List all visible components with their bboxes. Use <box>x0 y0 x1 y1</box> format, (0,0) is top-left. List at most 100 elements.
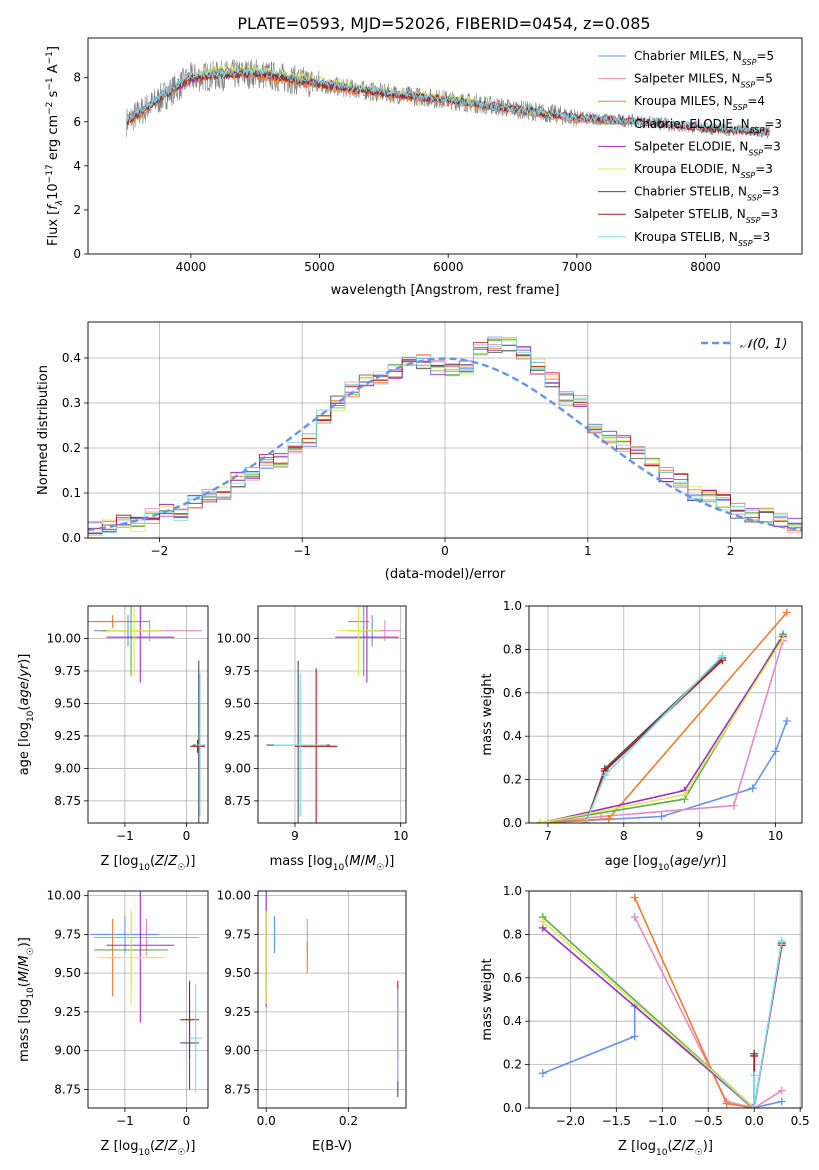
plus-marker <box>718 651 727 660</box>
axis-label-part: age <box>17 681 32 705</box>
plot-area <box>88 336 802 536</box>
axis-label-part: 10 <box>138 863 150 873</box>
plot-area <box>538 893 786 1108</box>
legend-subscript: SSP <box>750 125 765 134</box>
plot-area <box>88 606 205 823</box>
axis-label-part: −1 <box>45 51 55 64</box>
y-tick-label: 10.00 <box>217 631 251 645</box>
plus-marker <box>538 1069 547 1078</box>
y-tick-label: 9.00 <box>54 761 81 775</box>
y-tick-label: 0.4 <box>62 351 81 365</box>
axis-label-part: 10 <box>26 710 36 722</box>
axis-label-part: )] <box>716 854 726 869</box>
axis-label: E(B-V) <box>312 1139 352 1154</box>
axes: −1 0 8.75 9.00 9.25 9.50 9.75 10.00 <box>47 889 191 1128</box>
axis-label-part: )] <box>17 937 32 947</box>
y-tick-label: 4 <box>73 159 81 173</box>
weight-line-salpeter_miles <box>540 640 784 823</box>
axis-label-part: age [log <box>605 854 658 869</box>
legend-text: =3 <box>755 162 773 176</box>
axis-label-part: yr <box>17 662 32 678</box>
x-tick-label: 10 <box>393 829 408 843</box>
weight-line-kroupa_elodie <box>542 920 755 1108</box>
y-tick-label: 0.6 <box>503 971 522 985</box>
figure-title: PLATE=0593, MJD=52026, FIBERID=0454, z=0… <box>237 14 650 33</box>
axis-label-part: 10 <box>333 863 345 873</box>
legend-subscript: SSP <box>741 171 756 180</box>
axis-label-part: / <box>361 854 366 869</box>
axis-label-part: 10 <box>138 1148 150 1158</box>
legend-subscript: SSP <box>748 148 763 157</box>
y-tick-label: 0.8 <box>503 642 522 656</box>
x-tick-label: 6000 <box>433 260 464 274</box>
y-tick-label: 9.50 <box>224 966 251 980</box>
plus-marker <box>722 1099 731 1108</box>
axis-label-part: / <box>17 676 32 681</box>
y-tick-label: 9.25 <box>224 1005 251 1019</box>
y-tick-label: 0.1 <box>62 486 81 500</box>
axis-label-part: M <box>365 854 376 869</box>
axes-frame <box>87 890 209 1109</box>
x-tick-label: −1 <box>116 829 134 843</box>
x-tick-label: 0.0 <box>257 1114 276 1128</box>
series-kroupa_stelib <box>126 66 770 137</box>
axis-label: age [log10(age/yr)] <box>605 854 727 873</box>
axis-label-part: ( <box>667 1139 672 1154</box>
x-tick-label: 9 <box>291 829 299 843</box>
y-tick-label: 0.0 <box>62 531 81 545</box>
y-tick-label: 8.75 <box>224 794 251 808</box>
plus-marker <box>657 812 666 821</box>
x-tick-label: 0 <box>441 544 449 558</box>
axis-label: age [log10(age/yr)] <box>17 654 36 776</box>
plus-marker <box>630 913 639 922</box>
x-tick-label: 0.2 <box>339 1114 358 1128</box>
weight-line-salpeter_elodie <box>542 927 755 1108</box>
x-tick-label: 4000 <box>176 260 207 274</box>
axis-label-part: Z [log <box>101 854 139 869</box>
y-tick-label: 9.75 <box>54 664 81 678</box>
axis-label-part: age <box>674 854 698 869</box>
y-tick-label: 0 <box>73 247 81 261</box>
legend-text: Kroupa STELIB, N <box>634 230 738 244</box>
plus-marker <box>729 801 738 810</box>
legend-subscript: SSP <box>742 58 757 67</box>
weight-line-salpeter_elodie <box>540 635 784 823</box>
legend-text: =5 <box>756 49 774 63</box>
legend-subscript: SSP <box>741 80 756 89</box>
axis-label-part: / <box>699 854 704 869</box>
plus-marker <box>777 1086 786 1095</box>
axis-label-part: ( <box>150 854 155 869</box>
y-tick-label: 2 <box>73 203 81 217</box>
x-tick-label: 2 <box>727 544 735 558</box>
axes: 0.0 0.2 8.75 9.00 9.25 9.50 9.75 10.00 <box>217 889 358 1128</box>
plus-marker <box>680 790 689 799</box>
axis-label-part: yr <box>702 854 718 869</box>
legend-label-salpeter_elodie: Salpeter ELODIE, NSSP=3 <box>634 139 781 157</box>
y-tick-label: 9.25 <box>224 729 251 743</box>
legend-text: Salpeter STELIB, N <box>634 207 746 221</box>
plus-marker <box>581 819 590 823</box>
axis-label-part: M <box>349 854 360 869</box>
plus-marker <box>750 1104 759 1108</box>
legend-text: =3 <box>762 185 780 199</box>
legend-text: =3 <box>753 230 771 244</box>
axis-label-part: mass [log <box>17 999 32 1062</box>
y-tick-label: 9.25 <box>54 729 81 743</box>
axis-label-part: )] <box>384 854 394 869</box>
x-tick-label: 7 <box>544 829 552 843</box>
x-tick-label: 0.5 <box>791 1114 810 1128</box>
axis-label-part: ( <box>669 854 674 869</box>
y-tick-label: 0.2 <box>62 441 81 455</box>
axis-label-part: M <box>17 971 32 982</box>
legend-text: Chabrier MILES, N <box>634 49 742 63</box>
y-axis-label: mass weight <box>480 673 495 755</box>
plus-marker <box>630 893 639 902</box>
y-tick-label: 0.0 <box>503 1101 522 1115</box>
axis-label-part: ( <box>17 982 32 987</box>
panel-spectrum: 4000 5000 6000 7000 8000 0 2 4 6 8 wavelength [Ang… <box>45 37 803 298</box>
legend-text: =4 <box>747 94 765 108</box>
axis-label-part: E(B-V) <box>312 1139 352 1154</box>
